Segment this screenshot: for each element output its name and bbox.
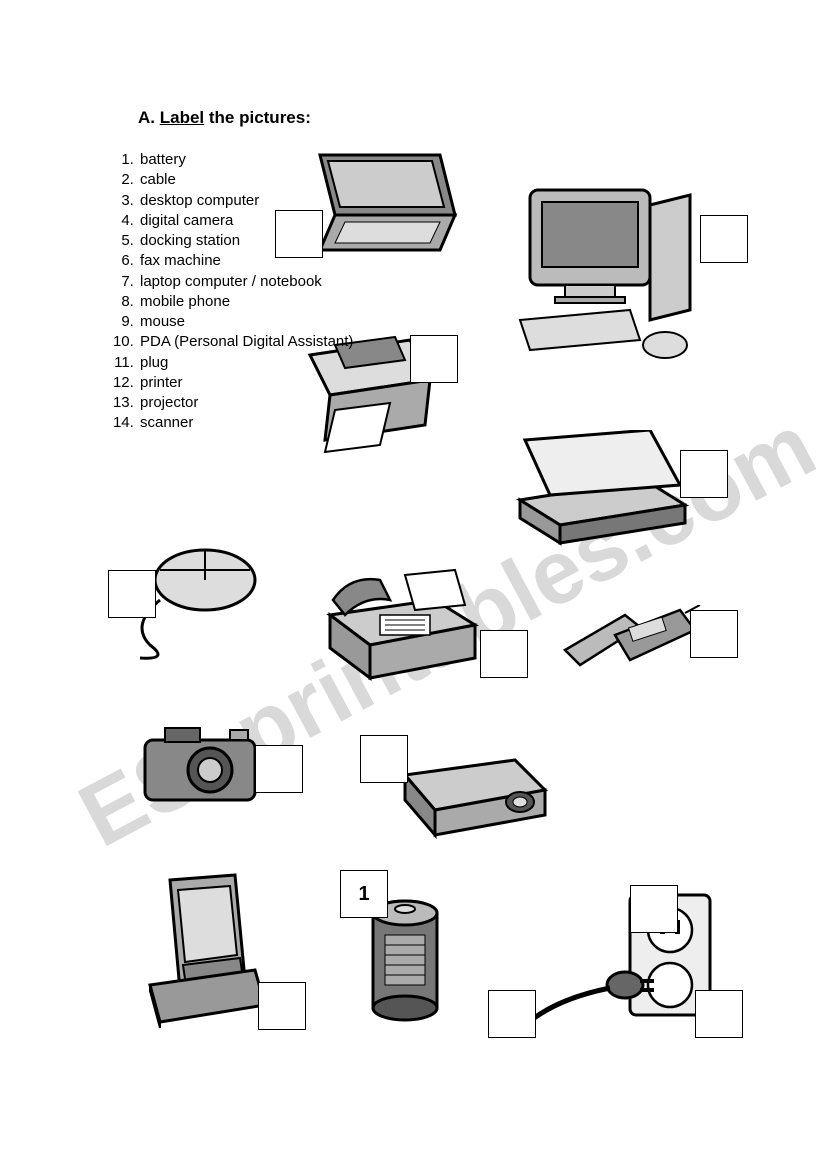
- answer-box-mouse[interactable]: [108, 570, 156, 618]
- answer-box-plug[interactable]: [630, 885, 678, 933]
- list-item: mouse: [138, 312, 353, 332]
- title-underlined: Label: [160, 108, 204, 127]
- list-item: projector: [138, 393, 353, 413]
- desktop-icon: [510, 180, 710, 370]
- plug-outlet-icon: [510, 890, 720, 1040]
- title-suffix: the pictures:: [204, 108, 311, 127]
- vocabulary-ol: battery cable desktop computer digital c…: [110, 150, 353, 434]
- answer-box-battery[interactable]: 1: [340, 870, 388, 918]
- list-item: desktop computer: [138, 191, 353, 211]
- list-item: laptop computer / notebook: [138, 272, 353, 292]
- list-item: cable: [138, 170, 353, 190]
- title-prefix: A.: [138, 108, 160, 127]
- list-item: scanner: [138, 413, 353, 433]
- answer-box-desktop[interactable]: [700, 215, 748, 263]
- answer-box-laptop[interactable]: [275, 210, 323, 258]
- answer-box-camera[interactable]: [255, 745, 303, 793]
- answer-box-printer[interactable]: [410, 335, 458, 383]
- mobile-phone-icon: [555, 605, 705, 690]
- camera-icon: [135, 720, 265, 810]
- section-title: A. Label the pictures:: [138, 108, 311, 128]
- list-item: plug: [138, 353, 353, 373]
- answer-box-outlet[interactable]: [695, 990, 743, 1038]
- fax-icon: [315, 560, 485, 690]
- list-item: printer: [138, 373, 353, 393]
- answer-box-pda[interactable]: [258, 982, 306, 1030]
- scanner-icon: [505, 430, 695, 550]
- answer-box-projector[interactable]: [360, 735, 408, 783]
- answer-box-scanner[interactable]: [680, 450, 728, 498]
- pda-icon: [135, 870, 270, 1030]
- list-item: mobile phone: [138, 292, 353, 312]
- list-item: PDA (Personal Digital Assistant): [138, 332, 353, 352]
- worksheet-page: ESLprintables.com A. Label the pictures:…: [0, 0, 821, 1169]
- answer-box-fax[interactable]: [480, 630, 528, 678]
- answer-box-cable[interactable]: [488, 990, 536, 1038]
- projector-icon: [385, 740, 555, 850]
- vocabulary-list: battery cable desktop computer digital c…: [110, 150, 353, 434]
- list-item: battery: [138, 150, 353, 170]
- answer-box-mobile[interactable]: [690, 610, 738, 658]
